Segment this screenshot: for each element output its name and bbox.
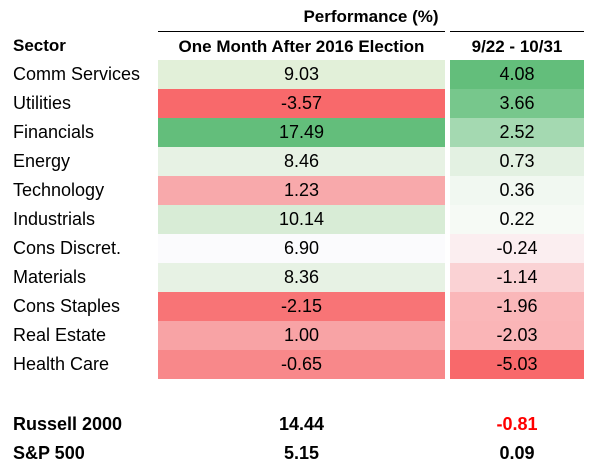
table-row: Real Estate 1.00 -2.03 xyxy=(0,321,614,350)
one-month-cell: 1.00 xyxy=(158,321,445,350)
recent-cell: -0.24 xyxy=(450,234,584,263)
sector-cell: Technology xyxy=(13,180,105,200)
table-title-row: Performance (%) xyxy=(0,4,614,30)
recent-cell: 0.22 xyxy=(450,205,584,234)
one-month-cell: 5.15 xyxy=(283,443,320,463)
header-one-month: One Month After 2016 Election xyxy=(158,31,445,60)
sector-cell: Cons Discret. xyxy=(13,238,122,258)
summary-row: Russell 2000 14.44 -0.81 xyxy=(0,410,614,439)
table-row: Cons Staples -2.15 -1.96 xyxy=(0,292,614,321)
table-row: Cons Discret. 6.90 -0.24 xyxy=(0,234,614,263)
sector-cell: Comm Services xyxy=(13,64,141,84)
recent-cell: 0.36 xyxy=(450,176,584,205)
recent-cell: 2.52 xyxy=(450,118,584,147)
one-month-cell: 17.49 xyxy=(158,118,445,147)
table-row: Utilities -3.57 3.66 xyxy=(0,89,614,118)
recent-cell: -2.03 xyxy=(450,321,584,350)
table-row: Technology 1.23 0.36 xyxy=(0,176,614,205)
sector-cell: Cons Staples xyxy=(13,296,121,316)
one-month-cell: 8.36 xyxy=(158,263,445,292)
recent-cell: -5.03 xyxy=(450,350,584,379)
sector-cell: Health Care xyxy=(13,354,110,374)
table-row: Health Care -0.65 -5.03 xyxy=(0,350,614,379)
table-row: Comm Services 9.03 4.08 xyxy=(0,60,614,89)
one-month-cell: -2.15 xyxy=(158,292,445,321)
one-month-cell: 8.46 xyxy=(158,147,445,176)
sector-cell: Real Estate xyxy=(13,325,107,345)
one-month-cell: 10.14 xyxy=(158,205,445,234)
one-month-cell: 14.44 xyxy=(278,414,325,434)
table-row: Materials 8.36 -1.14 xyxy=(0,263,614,292)
recent-cell: 4.08 xyxy=(450,60,584,89)
table-header-row: Sector One Month After 2016 Election 9/2… xyxy=(0,31,614,60)
recent-cell: 0.73 xyxy=(450,147,584,176)
sector-cell: Industrials xyxy=(13,209,96,229)
sector-cell: Utilities xyxy=(13,93,72,113)
summary-row: S&P 500 5.15 0.09 xyxy=(0,439,614,468)
sector-cell: Financials xyxy=(13,122,95,142)
sector-cell: Materials xyxy=(13,267,87,287)
recent-cell: -1.96 xyxy=(450,292,584,321)
recent-cell: -1.14 xyxy=(450,263,584,292)
recent-cell: 3.66 xyxy=(450,89,584,118)
recent-cell: 0.09 xyxy=(499,443,535,463)
header-recent: 9/22 - 10/31 xyxy=(450,31,584,60)
header-sector: Sector xyxy=(13,36,66,55)
one-month-cell: -0.65 xyxy=(158,350,445,379)
one-month-cell: 9.03 xyxy=(158,60,445,89)
index-name: Russell 2000 xyxy=(13,414,123,434)
table-row: Industrials 10.14 0.22 xyxy=(0,205,614,234)
table-row: Energy 8.46 0.73 xyxy=(0,147,614,176)
table-row: Financials 17.49 2.52 xyxy=(0,118,614,147)
index-name: S&P 500 xyxy=(13,443,85,463)
recent-cell: -0.81 xyxy=(496,414,538,434)
one-month-cell: 1.23 xyxy=(158,176,445,205)
sector-cell: Energy xyxy=(13,151,71,171)
one-month-cell: -3.57 xyxy=(158,89,445,118)
table-title: Performance (%) xyxy=(303,7,439,26)
one-month-cell: 6.90 xyxy=(158,234,445,263)
